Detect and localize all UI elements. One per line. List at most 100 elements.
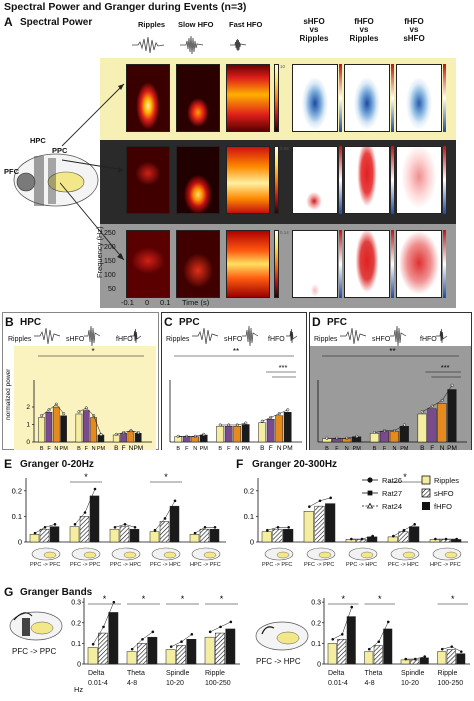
band-point — [151, 630, 155, 634]
band-point — [386, 620, 390, 624]
sig-star: *** — [441, 363, 450, 372]
legend-shfo: sHFO — [434, 489, 454, 498]
xtick-label: F — [122, 445, 126, 450]
xtick-label: N — [277, 445, 282, 450]
granger-point — [43, 525, 47, 529]
granger-bar — [69, 526, 80, 543]
band-point — [180, 640, 183, 644]
ytick-100: 100 — [104, 272, 116, 279]
panel-d-chart: B F N PM B F N PM B F N PM***** — [310, 346, 471, 450]
waveform-icons — [132, 35, 247, 55]
power-bar — [447, 389, 457, 443]
xtick-label: B — [176, 446, 180, 450]
sig-star: * — [142, 594, 146, 604]
xtick-label: F — [185, 446, 189, 450]
sig-star: * — [91, 347, 94, 356]
colorbar-tick-r1: 0.08 — [280, 146, 289, 151]
brain-label-ppc: PPC — [52, 146, 68, 155]
sig-star: * — [341, 594, 345, 604]
band-name-1-2: Spindle — [401, 670, 425, 677]
direction-label-1: PFC -> PPC — [304, 562, 335, 568]
direction-label-0: PPC -> PFC — [30, 562, 61, 568]
power-point — [286, 408, 290, 412]
power-line — [326, 436, 357, 439]
granger-point — [455, 537, 458, 541]
b-legend-shfo: sHFO — [66, 336, 85, 343]
comparison-colorbar-r1-c0 — [339, 146, 342, 214]
ytick-label: 0.1 — [311, 641, 321, 648]
panel-g-title: Granger Bands — [20, 587, 93, 598]
comparison-colorbar-r2-c2 — [443, 230, 446, 298]
granger-point — [371, 534, 374, 538]
colorbar-tick-r0: 10 — [280, 64, 286, 69]
granger-point — [413, 523, 416, 526]
panel-d-title: PFC — [327, 317, 347, 328]
spectral-colorbar-r2 — [274, 230, 279, 298]
band-bar — [98, 632, 108, 665]
granger-point — [350, 537, 353, 541]
power-bar — [97, 434, 105, 443]
panel-f-legend — [362, 475, 431, 510]
ytick-150: 150 — [104, 258, 116, 265]
ytick-label: 0.2 — [12, 486, 22, 495]
granger-bar — [272, 528, 283, 543]
legend-rat26: Rat26 — [382, 476, 403, 485]
band-name-1-0: Delta — [328, 670, 345, 677]
xtick-label: B — [218, 446, 222, 450]
power-bar — [266, 419, 275, 443]
figure-title: Spectral Power and Granger during Events… — [4, 1, 247, 13]
direction-label-3: PFC -> HPC — [150, 562, 181, 568]
power-point — [260, 419, 264, 423]
hpc-region-icon — [276, 551, 290, 559]
direction-label-2: PPC -> HPC — [110, 562, 142, 568]
band-bar — [327, 643, 337, 665]
band-bar — [419, 657, 429, 665]
band-point — [141, 637, 144, 641]
granger-bar — [398, 531, 409, 543]
granger-point — [329, 496, 332, 500]
legend-rat24: Rat24 — [382, 502, 403, 511]
hpc-region-icon — [318, 551, 332, 559]
power-bar — [90, 417, 97, 443]
power-bar — [60, 415, 67, 443]
xtick-label: N — [345, 446, 349, 450]
ytick-label: 0.2 — [71, 620, 81, 627]
g-left-brain-icon — [9, 611, 63, 641]
granger-point — [308, 505, 311, 508]
comparison-colorbar-r1-c2 — [443, 146, 446, 214]
granger-point — [402, 528, 406, 532]
legend-waveforms — [34, 325, 448, 347]
band-name-0-1: Theta — [127, 670, 145, 677]
power-bar — [233, 426, 242, 443]
band-bar — [126, 651, 137, 665]
granger-bar — [159, 521, 170, 543]
comparison-map-r0-c0 — [292, 64, 338, 132]
panel-a-letter: A — [4, 15, 13, 29]
power-bar — [82, 410, 90, 443]
xtick-0: 0 — [145, 298, 150, 307]
col-ripples-label: Ripples — [138, 20, 166, 29]
sig-star: * — [164, 472, 168, 482]
c-legend-fhfo: fHFO — [268, 336, 285, 343]
band-point — [340, 633, 344, 636]
power-line — [262, 409, 288, 422]
xtick-label: B — [373, 446, 377, 450]
panel-e-letter: E — [4, 457, 13, 471]
b-ylabel: normalized power — [5, 368, 12, 420]
comparison-map-r2-c1 — [344, 230, 390, 298]
power-bar — [275, 415, 284, 443]
band-bar — [186, 639, 197, 665]
slowhfo-waveform-icon — [180, 35, 204, 55]
power-line — [116, 430, 139, 435]
xtick-label: PM — [283, 445, 293, 450]
xtick-label: PM — [97, 446, 106, 450]
band-point — [190, 633, 194, 636]
spectrogram-r2-c0 — [126, 230, 170, 298]
xtick-label: N — [193, 446, 197, 450]
band-bar — [137, 643, 147, 665]
granger-bar — [367, 536, 378, 543]
ytick-label: 0.3 — [71, 600, 81, 607]
band-range-1-3: 100-250 — [437, 680, 464, 687]
band-point — [112, 600, 116, 604]
xtick-label: F — [227, 446, 231, 450]
